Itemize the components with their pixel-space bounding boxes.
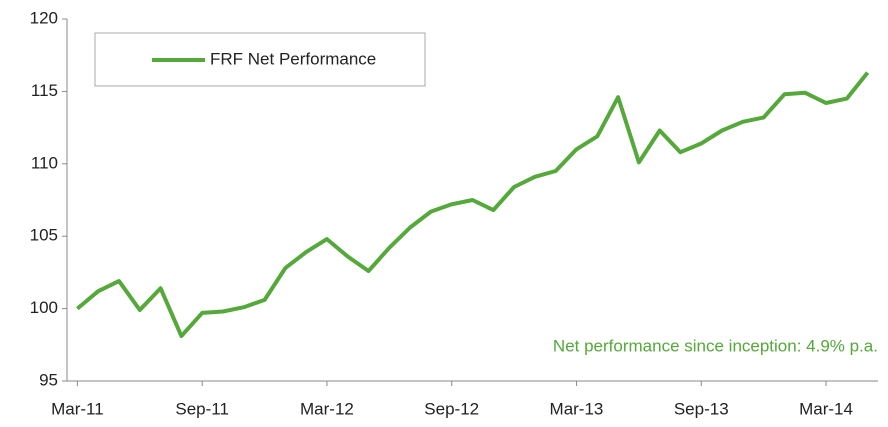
x-tick-label: Sep-12 xyxy=(424,399,479,418)
y-tick-label: 100 xyxy=(30,298,58,317)
y-tick-label: 110 xyxy=(31,153,58,172)
legend-box xyxy=(94,32,426,87)
y-tick-label: 95 xyxy=(39,370,58,389)
y-tick-label: 115 xyxy=(31,81,58,100)
x-tick-label: Mar-13 xyxy=(550,399,604,418)
y-tick-label: 105 xyxy=(30,226,58,245)
x-tick-label: Mar-14 xyxy=(799,399,853,418)
x-tick-label: Mar-11 xyxy=(51,399,104,418)
series-line xyxy=(76,71,870,339)
y-tick-label: 120 xyxy=(30,8,58,27)
legend-label: FRF Net Performance xyxy=(210,49,376,68)
x-tick-label: Mar-12 xyxy=(300,399,354,418)
x-tick-label: Sep-13 xyxy=(674,399,729,418)
annotation: Net performance since inception: 4.9% p.… xyxy=(553,336,878,355)
x-tick-label: Sep-11 xyxy=(175,399,229,418)
